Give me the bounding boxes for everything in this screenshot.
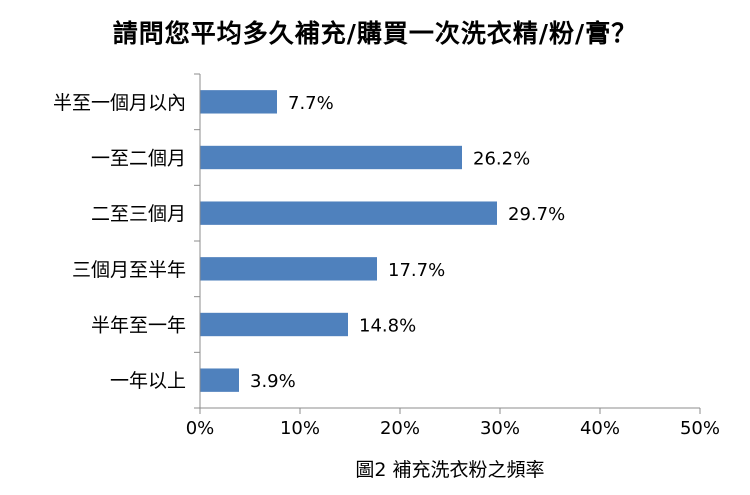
bar-1	[200, 145, 462, 170]
bars-layer	[200, 90, 497, 392]
category-label-1: 一至二個月	[91, 148, 186, 170]
bar-2	[200, 201, 497, 225]
x-tick-label-1: 10%	[280, 418, 320, 439]
data-label-5: 3.9%	[250, 371, 296, 392]
category-label-4: 半年至一年	[91, 315, 186, 337]
x-tick-label-5: 50%	[680, 418, 720, 439]
category-label-2: 二至三個月	[91, 203, 186, 225]
x-tick-label-0: 0%	[186, 418, 215, 439]
category-label-5: 一年以上	[110, 370, 186, 392]
data-label-4: 14.8%	[359, 316, 416, 337]
labels-layer: 半至一個月以內 7.7% 一至二個月 26.2% 二至三個月 29.7% 三個月至半年 17.…	[53, 92, 720, 439]
data-label-3: 17.7%	[388, 260, 445, 281]
x-tick-label-3: 30%	[480, 418, 520, 439]
category-label-3: 三個月至半年	[72, 259, 186, 281]
bar-4	[200, 312, 348, 337]
data-label-1: 26.2%	[473, 149, 530, 170]
axis-layer	[194, 73, 701, 414]
bar-3	[200, 257, 377, 281]
bar-0	[200, 90, 277, 114]
x-tick-label-4: 40%	[580, 418, 620, 439]
category-label-0: 半至一個月以內	[53, 92, 186, 114]
data-label-0: 7.7%	[288, 93, 334, 114]
figure-caption: 圖2 補充洗衣粉之頻率	[355, 459, 545, 481]
chart-title: 請問您平均多久補充/購買一次洗衣精/粉/膏？	[112, 19, 638, 48]
data-label-2: 29.7%	[508, 204, 565, 225]
bar-5	[200, 368, 239, 392]
x-tick-label-2: 20%	[380, 418, 420, 439]
